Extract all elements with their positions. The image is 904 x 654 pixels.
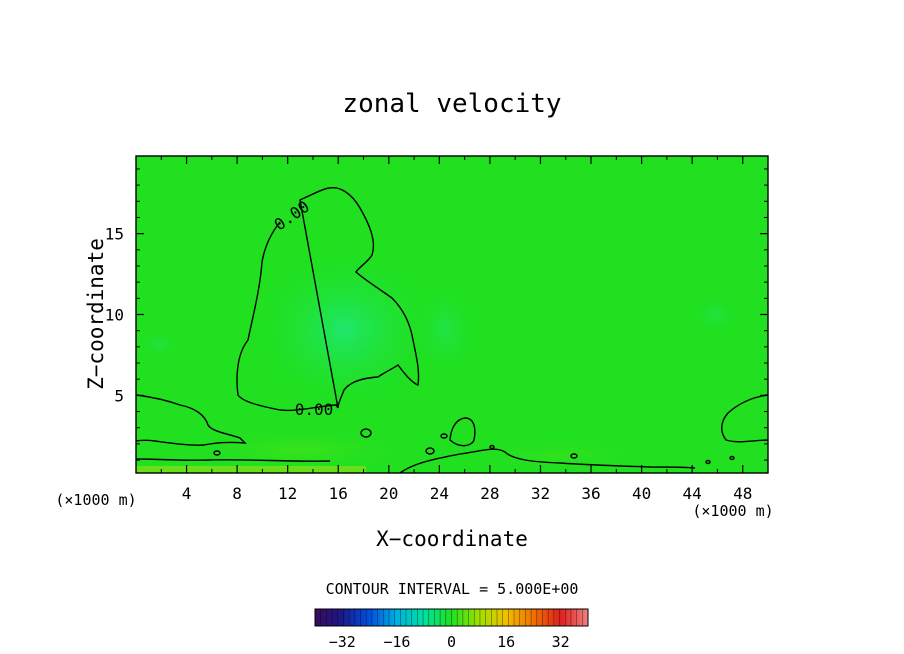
contour-line [399,448,696,473]
y-tick-label: 15 [105,225,124,244]
x-tick-label: 8 [232,484,242,503]
colorbar-tick-label: 16 [497,633,515,651]
x-axis-label: X−coordinate [376,527,528,551]
contour-line [705,459,711,465]
x-tick-label: 24 [430,484,449,503]
contour-line [136,394,247,446]
x-unit-label-right: (×1000 m) [692,502,773,520]
x-tick-label: 44 [683,484,702,503]
contour-line [721,394,768,443]
x-tick-label: 4 [182,484,192,503]
y-tick-label: 10 [105,306,124,325]
field-region-negative [250,245,440,415]
field-region-positive [460,437,660,473]
colorbar-ticks: −32 −16 0 16 32 [329,633,570,651]
x-unit-label-left: (×1000 m) [55,491,136,509]
x-tick-label: 32 [531,484,550,503]
colorbar-tick-label: −32 [329,633,356,651]
field-region-weak-negative [138,330,182,360]
contour-line [213,450,221,456]
field-region-weak-negative [690,295,740,335]
contour-line [425,447,435,455]
x-tick-label: 28 [480,484,499,503]
contour-line [489,444,495,450]
x-tick-label: 48 [733,484,752,503]
contour-line [136,458,331,462]
chart-title: zonal velocity [342,89,561,119]
plot-field: 0.00 0.00 [136,156,768,473]
contour-line [449,417,476,447]
colorbar-tick-label: 32 [552,633,570,651]
colorbar-tick-label: −16 [383,633,410,651]
field-surface-band [136,466,366,473]
colorbar-tick-label: 0 [447,633,456,651]
x-axis: 4 8 12 16 20 24 28 32 36 40 44 48 [160,156,752,503]
colorbar-frame [314,608,589,627]
contour-interval-text: CONTOUR INTERVAL = 5.000E+00 [326,580,579,598]
contour-line [570,453,578,459]
colorbar: −32 −16 0 16 32 [314,608,589,651]
field-region-weak-negative [410,280,480,380]
x-tick-label: 16 [329,484,348,503]
x-tick-label: 40 [632,484,651,503]
contour-line [729,455,735,461]
contour-line [440,433,448,439]
y-axis-label: Z−coordinate [84,238,108,390]
y-tick-label: 5 [114,386,124,405]
y-axis: 5 10 15 [105,168,768,461]
x-tick-label: 12 [278,484,297,503]
contour-line [236,187,420,412]
x-tick-label: 36 [581,484,600,503]
colorbar-stripes [320,609,583,626]
contour-label: 0.00 [295,400,334,419]
x-tick-label: 20 [379,484,398,503]
contour-line [360,428,372,438]
